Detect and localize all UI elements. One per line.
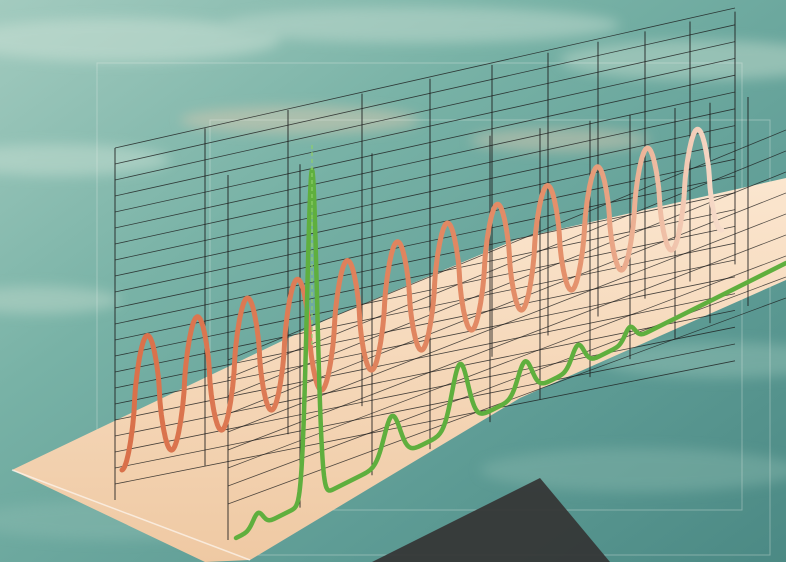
illustration-canvas <box>0 0 786 562</box>
